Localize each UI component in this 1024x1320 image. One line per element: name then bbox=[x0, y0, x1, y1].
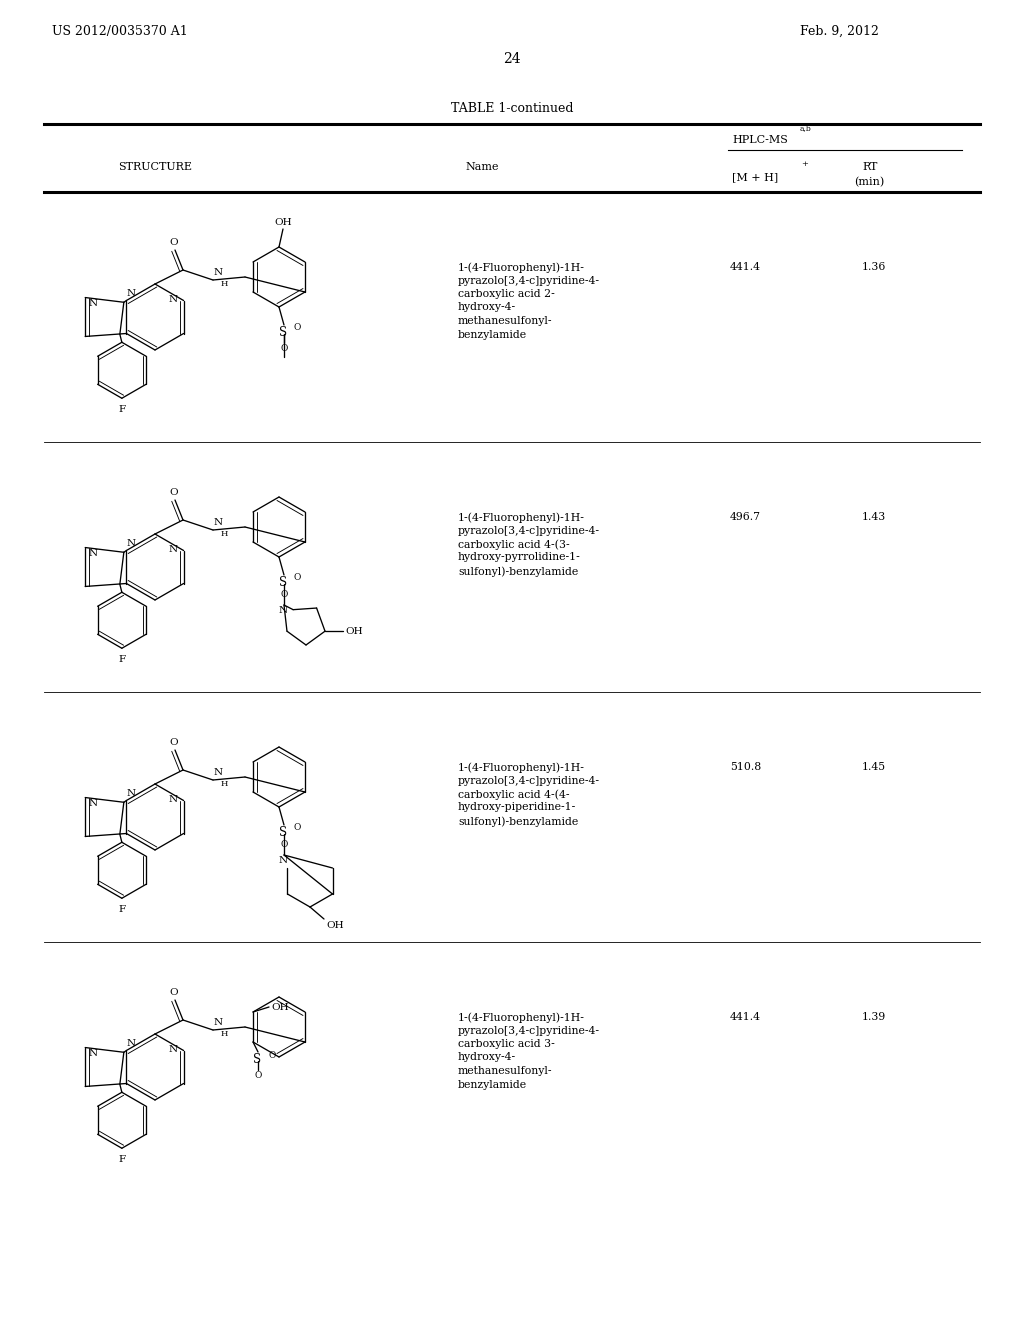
Text: carboxylic acid 2-: carboxylic acid 2- bbox=[458, 289, 555, 300]
Text: sulfonyl)-benzylamide: sulfonyl)-benzylamide bbox=[458, 566, 579, 577]
Text: N: N bbox=[214, 268, 223, 277]
Text: 496.7: 496.7 bbox=[730, 512, 761, 521]
Text: 1.36: 1.36 bbox=[862, 261, 887, 272]
Text: O: O bbox=[294, 573, 301, 582]
Text: F: F bbox=[119, 906, 125, 915]
Text: TABLE 1-continued: TABLE 1-continued bbox=[451, 102, 573, 115]
Text: N: N bbox=[214, 517, 223, 527]
Text: O: O bbox=[294, 824, 301, 833]
Text: N: N bbox=[169, 1045, 177, 1053]
Text: N: N bbox=[88, 549, 97, 557]
Text: 1-(4-Fluorophenyl)-1H-: 1-(4-Fluorophenyl)-1H- bbox=[458, 261, 585, 272]
Text: (min): (min) bbox=[854, 177, 885, 187]
Text: N: N bbox=[279, 606, 288, 615]
Text: methanesulfonyl-: methanesulfonyl- bbox=[458, 315, 553, 326]
Text: N: N bbox=[88, 1048, 97, 1057]
Text: O: O bbox=[281, 590, 288, 599]
Text: 1.39: 1.39 bbox=[862, 1012, 886, 1022]
Text: OH: OH bbox=[345, 627, 362, 636]
Text: N: N bbox=[169, 294, 177, 304]
Text: benzylamide: benzylamide bbox=[458, 330, 527, 339]
Text: Name: Name bbox=[465, 162, 499, 172]
Text: H: H bbox=[221, 1030, 228, 1038]
Text: 441.4: 441.4 bbox=[730, 1012, 761, 1022]
Text: S: S bbox=[253, 1053, 261, 1067]
Text: F: F bbox=[119, 655, 125, 664]
Text: [M + H]: [M + H] bbox=[732, 172, 778, 182]
Text: O: O bbox=[294, 323, 301, 333]
Text: 1-(4-Fluorophenyl)-1H-: 1-(4-Fluorophenyl)-1H- bbox=[458, 762, 585, 772]
Text: pyrazolo[3,4-c]pyridine-4-: pyrazolo[3,4-c]pyridine-4- bbox=[458, 776, 600, 785]
Text: +: + bbox=[801, 160, 808, 168]
Text: N: N bbox=[214, 1018, 223, 1027]
Text: N: N bbox=[279, 855, 288, 865]
Text: a,b: a,b bbox=[800, 124, 812, 132]
Text: O: O bbox=[170, 238, 178, 247]
Text: pyrazolo[3,4-c]pyridine-4-: pyrazolo[3,4-c]pyridine-4- bbox=[458, 276, 600, 285]
Text: OH: OH bbox=[271, 1002, 289, 1011]
Text: O: O bbox=[170, 987, 178, 997]
Text: 1.45: 1.45 bbox=[862, 762, 886, 772]
Text: benzylamide: benzylamide bbox=[458, 1080, 527, 1089]
Text: pyrazolo[3,4-c]pyridine-4-: pyrazolo[3,4-c]pyridine-4- bbox=[458, 1026, 600, 1035]
Text: Feb. 9, 2012: Feb. 9, 2012 bbox=[800, 25, 879, 38]
Text: N: N bbox=[127, 789, 136, 799]
Text: O: O bbox=[268, 1051, 275, 1060]
Text: O: O bbox=[254, 1071, 262, 1080]
Text: 24: 24 bbox=[503, 51, 521, 66]
Text: hydroxy-pyrrolidine-1-: hydroxy-pyrrolidine-1- bbox=[458, 553, 581, 562]
Text: US 2012/0035370 A1: US 2012/0035370 A1 bbox=[52, 25, 187, 38]
Text: carboxylic acid 3-: carboxylic acid 3- bbox=[458, 1039, 555, 1049]
Text: N: N bbox=[169, 795, 177, 804]
Text: pyrazolo[3,4-c]pyridine-4-: pyrazolo[3,4-c]pyridine-4- bbox=[458, 525, 600, 536]
Text: 1.43: 1.43 bbox=[862, 512, 886, 521]
Text: N: N bbox=[127, 1039, 136, 1048]
Text: N: N bbox=[88, 799, 97, 808]
Text: OH: OH bbox=[274, 218, 292, 227]
Text: RT: RT bbox=[862, 162, 878, 172]
Text: N: N bbox=[214, 768, 223, 777]
Text: N: N bbox=[127, 540, 136, 548]
Text: H: H bbox=[221, 531, 228, 539]
Text: 1-(4-Fluorophenyl)-1H-: 1-(4-Fluorophenyl)-1H- bbox=[458, 512, 585, 523]
Text: hydroxy-piperidine-1-: hydroxy-piperidine-1- bbox=[458, 803, 577, 813]
Text: STRUCTURE: STRUCTURE bbox=[118, 162, 193, 172]
Text: N: N bbox=[88, 298, 97, 308]
Text: O: O bbox=[170, 738, 178, 747]
Text: 510.8: 510.8 bbox=[730, 762, 761, 772]
Text: OH: OH bbox=[326, 921, 344, 931]
Text: F: F bbox=[119, 1155, 125, 1164]
Text: hydroxy-4-: hydroxy-4- bbox=[458, 302, 516, 313]
Text: methanesulfonyl-: methanesulfonyl- bbox=[458, 1067, 553, 1076]
Text: sulfonyl)-benzylamide: sulfonyl)-benzylamide bbox=[458, 816, 579, 826]
Text: S: S bbox=[279, 326, 287, 339]
Text: carboxylic acid 4-(3-: carboxylic acid 4-(3- bbox=[458, 539, 569, 549]
Text: 1-(4-Fluorophenyl)-1H-: 1-(4-Fluorophenyl)-1H- bbox=[458, 1012, 585, 1023]
Text: carboxylic acid 4-(4-: carboxylic acid 4-(4- bbox=[458, 789, 569, 800]
Text: O: O bbox=[281, 345, 288, 352]
Text: H: H bbox=[221, 280, 228, 288]
Text: N: N bbox=[127, 289, 136, 298]
Text: 441.4: 441.4 bbox=[730, 261, 761, 272]
Text: N: N bbox=[169, 545, 177, 554]
Text: S: S bbox=[279, 826, 287, 840]
Text: hydroxy-4-: hydroxy-4- bbox=[458, 1052, 516, 1063]
Text: O: O bbox=[281, 840, 288, 849]
Text: HPLC-MS: HPLC-MS bbox=[732, 135, 787, 145]
Text: O: O bbox=[170, 488, 178, 498]
Text: H: H bbox=[221, 780, 228, 788]
Text: S: S bbox=[279, 576, 287, 589]
Text: F: F bbox=[119, 405, 125, 414]
